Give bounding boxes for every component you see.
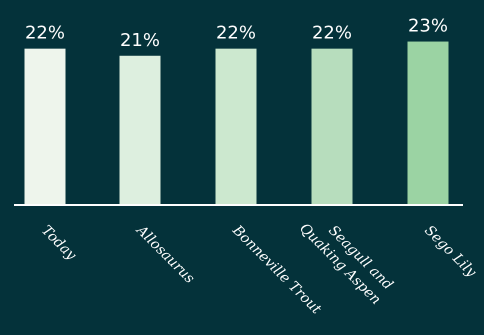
- value-label-4: 23%: [408, 16, 448, 37]
- bar-0: [24, 48, 66, 205]
- bar-3: [311, 48, 353, 205]
- value-label-2: 22%: [216, 23, 256, 44]
- value-labels-group: 22% 21% 22% 22% 23%: [25, 16, 448, 51]
- category-label-4: Sego Lily: [421, 223, 480, 282]
- category-label-1: Allosaurus: [132, 221, 198, 287]
- category-labels-group: Today Allosaurus Bonneville Trout Seagull a…: [38, 220, 480, 317]
- bar-1: [119, 55, 161, 205]
- bar-4: [407, 41, 449, 205]
- bar-2: [215, 48, 257, 205]
- value-label-3: 22%: [312, 23, 352, 44]
- category-label-0: Today: [38, 223, 80, 265]
- bars-group: [24, 41, 449, 205]
- value-label-1: 21%: [120, 30, 160, 51]
- value-label-0: 22%: [25, 23, 65, 44]
